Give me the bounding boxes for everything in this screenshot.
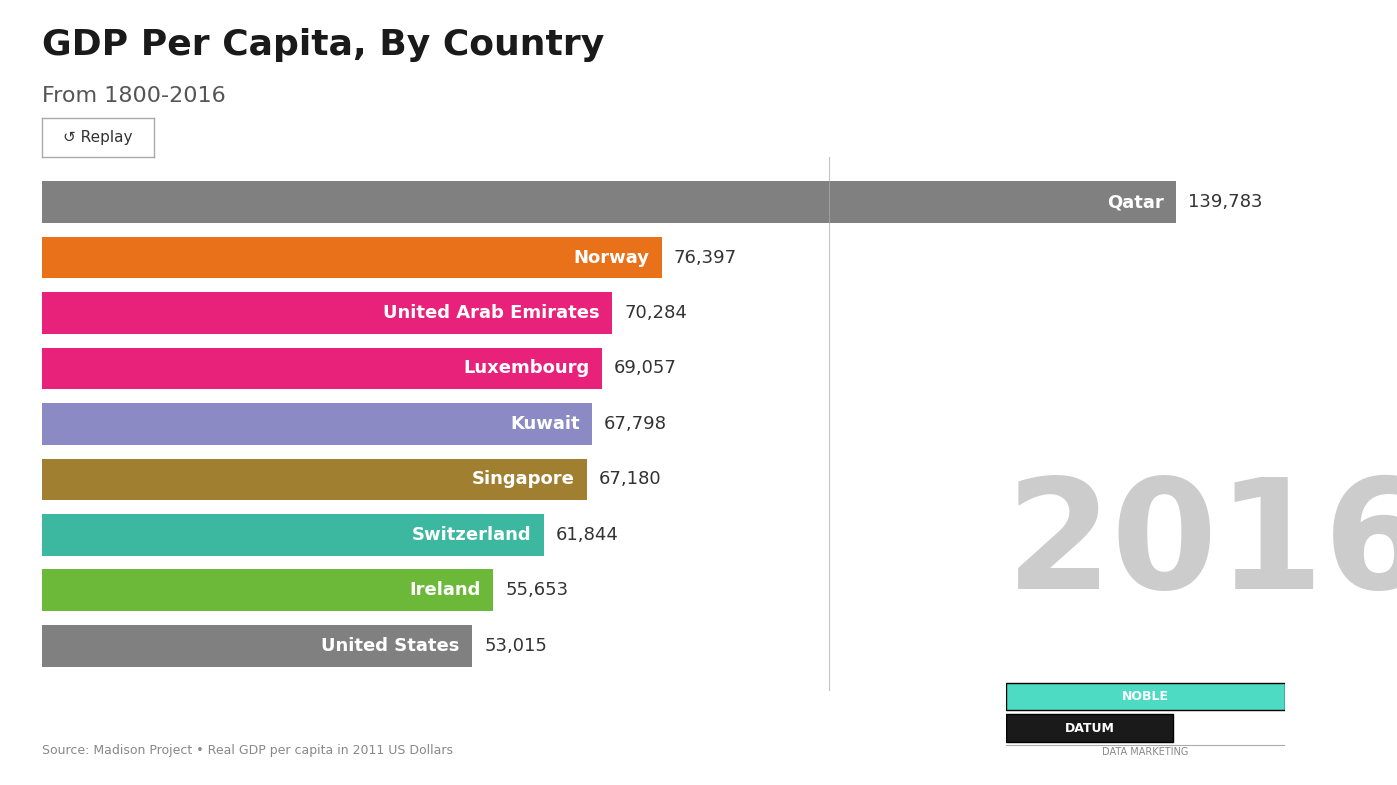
Text: Kuwait: Kuwait — [510, 415, 580, 433]
Bar — [42, 348, 602, 389]
Text: 69,057: 69,057 — [615, 360, 678, 378]
Text: 53,015: 53,015 — [485, 637, 548, 655]
Text: DATA MARKETING: DATA MARKETING — [1102, 747, 1189, 757]
Text: 61,844: 61,844 — [556, 526, 619, 544]
Text: United Arab Emirates: United Arab Emirates — [383, 304, 599, 322]
Bar — [42, 625, 472, 666]
Text: DATUM: DATUM — [1065, 721, 1115, 735]
Text: 76,397: 76,397 — [673, 249, 736, 267]
Text: 67,180: 67,180 — [599, 470, 662, 488]
Text: Switzerland: Switzerland — [412, 526, 531, 544]
Bar — [42, 458, 587, 500]
Bar — [42, 403, 592, 444]
Text: NOBLE: NOBLE — [1122, 690, 1169, 703]
Text: ↺ Replay: ↺ Replay — [63, 130, 133, 145]
Text: Ireland: Ireland — [409, 581, 481, 599]
Text: Source: Madison Project • Real GDP per capita in 2011 US Dollars: Source: Madison Project • Real GDP per c… — [42, 743, 453, 757]
FancyBboxPatch shape — [1006, 683, 1285, 710]
Text: United States: United States — [321, 637, 460, 655]
Bar — [42, 514, 543, 556]
Bar — [42, 569, 493, 611]
Text: Norway: Norway — [573, 249, 650, 267]
Text: 2016: 2016 — [1006, 472, 1397, 621]
Text: Singapore: Singapore — [472, 470, 574, 488]
Bar — [42, 181, 1176, 223]
Bar — [42, 292, 612, 334]
Text: Qatar: Qatar — [1106, 193, 1164, 211]
Text: 70,284: 70,284 — [624, 304, 687, 322]
Text: 139,783: 139,783 — [1187, 193, 1263, 211]
Text: 55,653: 55,653 — [506, 581, 569, 599]
Text: 67,798: 67,798 — [604, 415, 666, 433]
Text: From 1800-2016: From 1800-2016 — [42, 86, 226, 106]
Text: GDP Per Capita, By Country: GDP Per Capita, By Country — [42, 28, 604, 62]
Bar — [42, 237, 662, 279]
FancyBboxPatch shape — [1006, 714, 1173, 742]
Text: Luxembourg: Luxembourg — [464, 360, 590, 378]
